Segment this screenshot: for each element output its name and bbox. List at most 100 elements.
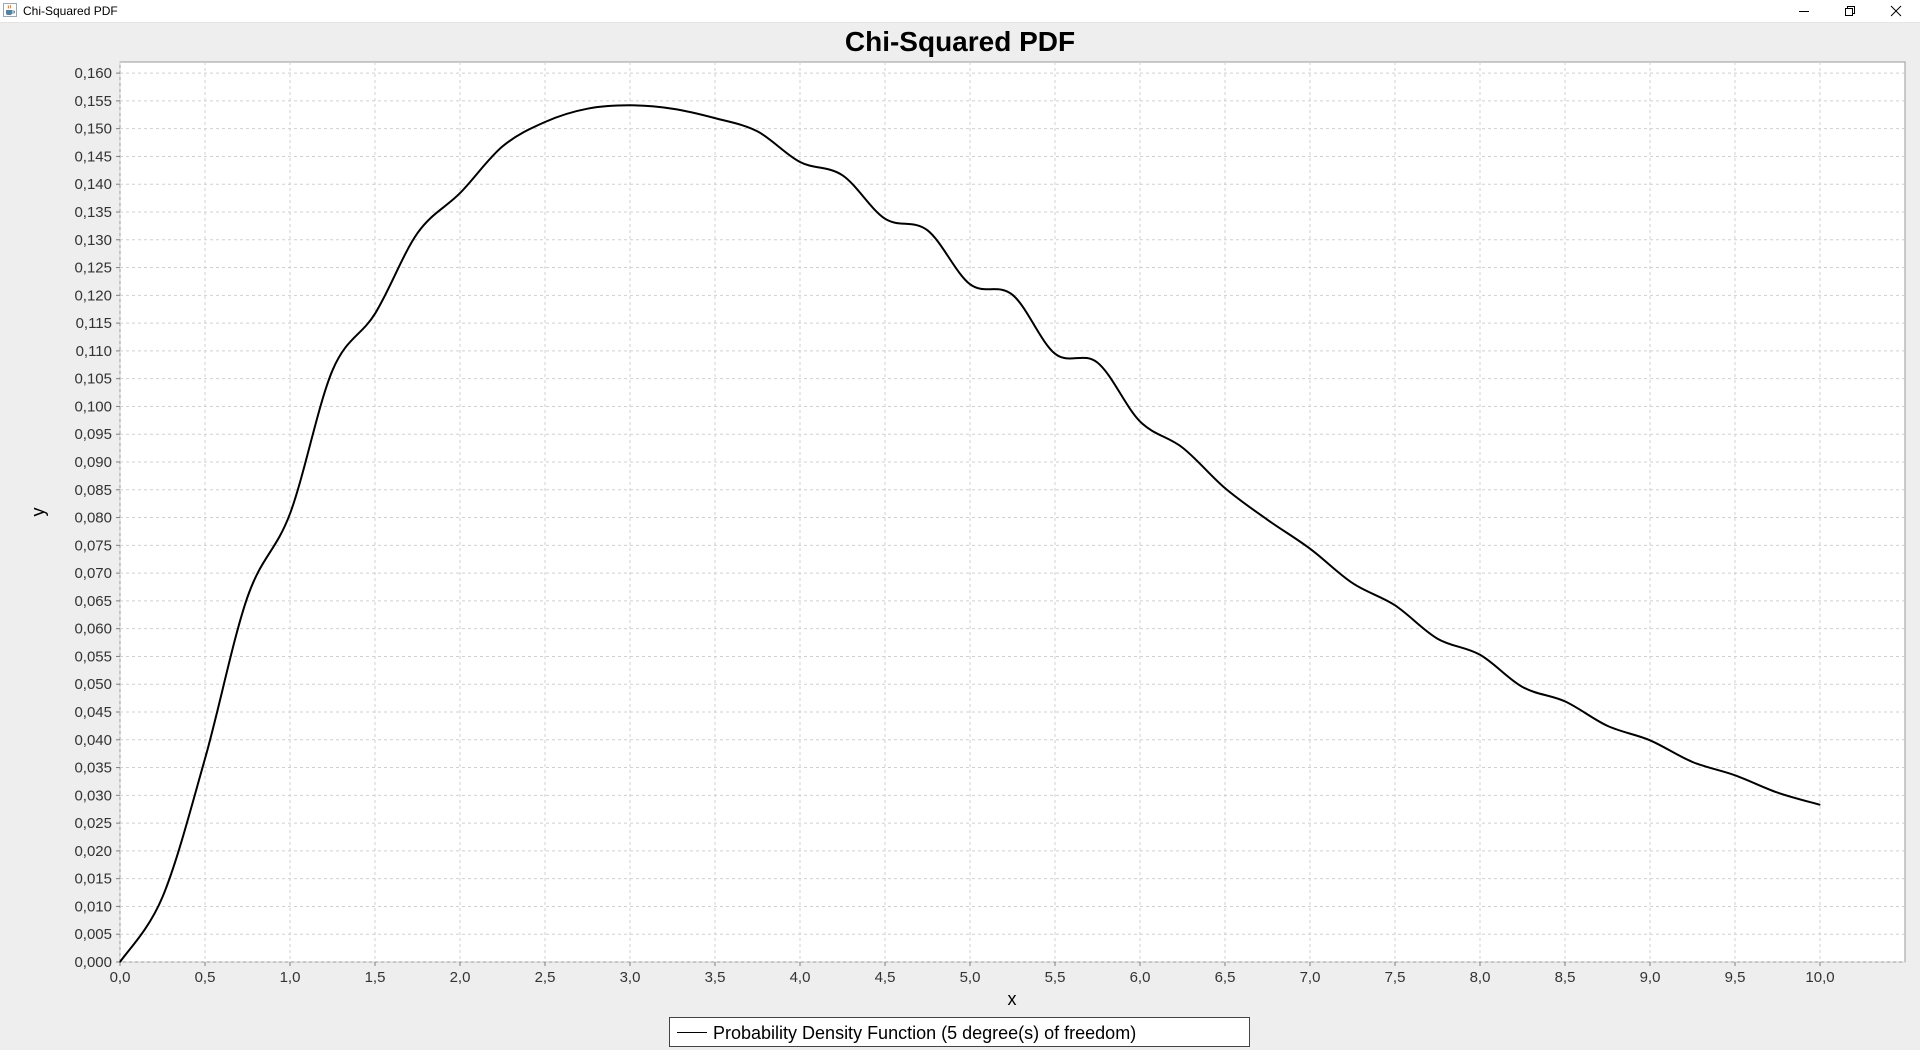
y-tick-label: 0,005 (74, 926, 112, 943)
data-point (1776, 792, 1779, 794)
data-point (1691, 761, 1694, 763)
data-point (884, 218, 886, 220)
x-axis-label: x (1008, 989, 1017, 1009)
axis-ticks: 0,0 0,5 1,0 1,5 2,0 2,5 3,0 3,5 4,0 4,5 5,0 5,5 6,0 6… (74, 65, 1834, 986)
data-point (969, 283, 971, 285)
data-point (1649, 739, 1651, 741)
x-tick-label: 5,5 (1045, 969, 1066, 986)
y-tick-label: 0,020 (74, 843, 112, 860)
y-tick-label: 0,050 (74, 676, 112, 693)
data-point (1479, 654, 1481, 656)
y-tick-label: 0,155 (74, 93, 112, 110)
y-tick-label: 0,090 (74, 454, 112, 471)
close-icon (1890, 5, 1902, 17)
plot-area (119, 61, 1906, 963)
y-tick-label: 0,085 (74, 482, 112, 499)
x-tick-label: 8,5 (1555, 969, 1576, 986)
data-point (416, 232, 419, 234)
x-tick-label: 4,0 (790, 969, 811, 986)
y-tick-label: 0,145 (74, 148, 112, 165)
chart-title: Chi-Squared PDF (844, 26, 1076, 57)
data-point (1181, 447, 1184, 449)
data-point (1096, 362, 1099, 364)
data-point (119, 961, 121, 963)
data-point (1819, 804, 1821, 806)
restore-button[interactable] (1827, 0, 1873, 22)
y-tick-label: 0,015 (74, 871, 112, 888)
data-point (714, 117, 716, 119)
series-layer (119, 104, 1821, 963)
data-point (1564, 700, 1566, 703)
y-axis-label: y (28, 508, 48, 517)
x-tick-label: 1,5 (365, 969, 386, 986)
data-point (289, 513, 291, 515)
window-titlebar: Chi-Squared PDF (0, 0, 1920, 23)
y-tick-label: 0,080 (74, 510, 112, 527)
data-point (204, 758, 206, 760)
data-point (926, 229, 929, 231)
data-point (671, 108, 674, 110)
window-title: Chi-Squared PDF (23, 4, 118, 18)
data-point (544, 121, 546, 123)
x-tick-label: 0,5 (195, 969, 216, 986)
data-point (1521, 686, 1524, 688)
data-point (1139, 420, 1141, 422)
y-tick-label: 0,025 (74, 815, 112, 832)
y-tick-label: 0,160 (74, 65, 112, 82)
y-tick-label: 0,150 (74, 121, 112, 138)
x-tick-label: 3,0 (620, 969, 641, 986)
x-tick-label: 5,0 (960, 969, 981, 986)
data-point (1394, 604, 1396, 606)
y-tick-label: 0,110 (76, 343, 112, 360)
y-tick-label: 0,105 (74, 371, 112, 388)
y-tick-label: 0,055 (74, 648, 112, 665)
x-tick-label: 7,5 (1385, 969, 1406, 986)
data-point (1309, 548, 1311, 550)
data-point (586, 108, 589, 110)
data-point (161, 896, 164, 898)
data-point (1266, 519, 1269, 521)
y-tick-label: 0,125 (74, 260, 112, 277)
data-point (374, 313, 376, 315)
x-tick-label: 6,5 (1215, 969, 1236, 986)
y-tick-label: 0,140 (74, 176, 112, 193)
data-point (841, 174, 844, 176)
y-tick-label: 0,100 (74, 398, 112, 415)
x-tick-label: 7,0 (1300, 969, 1321, 986)
x-tick-label: 0,0 (110, 969, 131, 986)
legend: Probability Density Function (5 degree(s… (669, 1017, 1250, 1047)
x-tick-label: 8,0 (1470, 969, 1491, 986)
y-tick-label: 0,075 (74, 537, 112, 554)
data-point (756, 130, 759, 132)
legend-label: Probability Density Function (5 degree(s… (713, 1023, 1137, 1043)
x-tick-label: 1,0 (280, 969, 301, 986)
y-tick-label: 0,120 (74, 287, 112, 304)
data-point (1054, 353, 1056, 355)
x-tick-label: 6,0 (1130, 969, 1151, 986)
y-tick-label: 0,115 (76, 315, 112, 332)
chart-panel: 0,0 0,5 1,0 1,5 2,0 2,5 3,0 3,5 4,0 4,5 5,0 5,5 6,0 6… (0, 22, 1920, 1050)
y-tick-label: 0,135 (74, 204, 112, 221)
x-tick-label: 3,5 (705, 969, 726, 986)
y-tick-label: 0,030 (74, 787, 112, 804)
x-tick-label: 2,0 (450, 969, 471, 986)
y-tick-label: 0,045 (74, 704, 112, 721)
data-point (459, 192, 461, 194)
minimize-icon (1799, 11, 1809, 12)
data-point (1436, 638, 1439, 640)
x-tick-label: 10,0 (1805, 969, 1834, 986)
y-tick-label: 0,000 (74, 954, 112, 971)
java-cup-icon (3, 3, 17, 17)
chart-svg: 0,0 0,5 1,0 1,5 2,0 2,5 3,0 3,5 4,0 4,5 5,0 5,5 6,0 6… (28, 61, 1906, 1009)
x-tick-label: 9,0 (1640, 969, 1661, 986)
close-button[interactable] (1873, 0, 1919, 22)
minimize-button[interactable] (1781, 0, 1827, 22)
restore-icon (1845, 6, 1855, 16)
y-tick-label: 0,040 (74, 732, 112, 749)
y-tick-label: 0,065 (74, 593, 112, 610)
data-point (1606, 725, 1609, 727)
y-tick-label: 0,035 (74, 760, 112, 777)
y-tick-label: 0,010 (74, 898, 112, 915)
data-point (1734, 774, 1736, 776)
y-tick-label: 0,060 (74, 621, 112, 638)
